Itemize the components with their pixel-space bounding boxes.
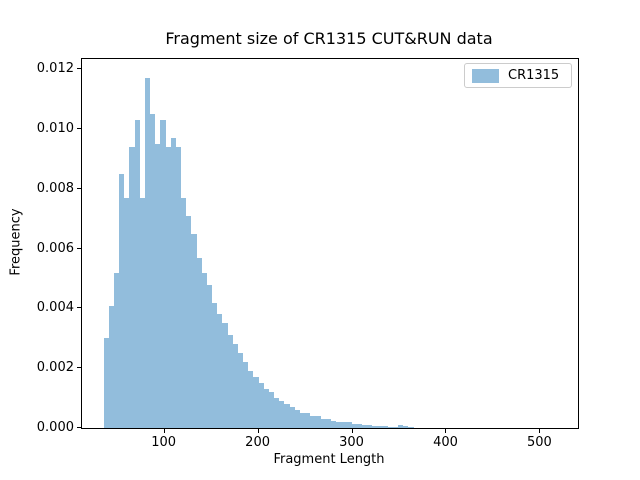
histogram-bar	[212, 302, 218, 428]
y-tick-label: 0.002	[36, 360, 74, 376]
histogram-bar	[315, 416, 321, 428]
histogram-bar	[243, 362, 249, 428]
x-tick-mark	[539, 429, 541, 433]
x-tick-mark	[163, 429, 165, 433]
histogram-bar	[356, 424, 362, 428]
histogram-bar	[181, 197, 187, 428]
histogram-bar	[382, 426, 388, 428]
histogram-bar	[129, 147, 135, 428]
histogram-bar	[175, 147, 182, 428]
histogram-bar	[274, 398, 280, 428]
y-tick-label: 0.010	[36, 121, 74, 137]
histogram-bar	[367, 425, 373, 428]
histogram-bar	[253, 377, 259, 428]
histogram-bar	[196, 257, 202, 428]
y-tick-label: 0.000	[36, 420, 74, 435]
legend-swatch	[472, 68, 499, 83]
y-tick-label: 0.012	[36, 61, 74, 77]
histogram-bar	[150, 114, 156, 428]
histogram-bar	[134, 120, 140, 428]
y-tick-mark	[77, 367, 81, 369]
x-tick-mark	[445, 429, 447, 433]
histogram-bar	[217, 314, 223, 428]
y-tick-mark	[77, 68, 81, 70]
histogram-bar	[361, 425, 368, 428]
histogram-bar	[124, 197, 130, 428]
histogram-bar	[392, 426, 399, 428]
histogram-bar	[222, 323, 228, 428]
histogram-bar	[268, 392, 275, 428]
y-tick-mark	[77, 427, 81, 428]
histogram-bar	[341, 422, 347, 428]
histogram-bar	[119, 174, 125, 428]
y-axis-label: Frequency	[8, 208, 24, 276]
histogram-bar	[160, 120, 166, 428]
histogram-bar	[294, 410, 300, 428]
histogram-bar	[191, 233, 197, 428]
histogram-bar	[237, 353, 244, 428]
histogram-bar	[170, 138, 176, 428]
histogram-bar	[310, 416, 316, 428]
x-tick-mark	[351, 429, 353, 433]
histogram-bar	[330, 420, 337, 428]
histogram-bar	[299, 413, 306, 428]
legend: CR1315	[464, 63, 572, 88]
histogram-bar	[403, 426, 409, 428]
histogram-bar	[305, 413, 311, 428]
x-tick-label: 300	[339, 435, 364, 450]
y-tick-mark	[77, 187, 81, 189]
y-tick-label: 0.006	[36, 240, 74, 256]
histogram-bars	[82, 59, 578, 428]
histogram-bar	[144, 78, 151, 428]
histogram-bar	[186, 215, 192, 428]
histogram-bar	[201, 272, 207, 428]
histogram-bar	[398, 425, 404, 428]
histogram-bar	[279, 401, 285, 428]
x-tick-label: 100	[151, 435, 177, 450]
x-tick-label: 200	[245, 435, 270, 450]
histogram-bar	[139, 197, 145, 428]
y-tick-mark	[77, 307, 81, 309]
x-tick-label: 400	[433, 435, 458, 450]
histogram-bar	[351, 423, 357, 428]
plot-area	[81, 58, 579, 429]
histogram-bar	[165, 147, 171, 428]
x-axis-label: Fragment Length	[273, 452, 385, 467]
histogram-bar	[289, 407, 295, 428]
histogram-bar	[103, 338, 109, 428]
histogram-bar	[372, 425, 378, 428]
histogram-bar	[408, 427, 414, 428]
histogram-bar	[232, 344, 238, 428]
histogram-bar	[336, 422, 342, 428]
chart-title: Fragment size of CR1315 CUT&RUN data	[165, 29, 493, 48]
histogram-bar	[108, 305, 114, 428]
histogram-bar	[113, 272, 120, 428]
histogram-bar	[320, 419, 326, 428]
x-tick-mark	[257, 429, 259, 433]
histogram-bar	[227, 335, 233, 428]
histogram-bar	[346, 422, 352, 428]
histogram-bar	[263, 389, 269, 428]
histogram-bar	[155, 144, 161, 428]
x-tick-label: 500	[527, 435, 552, 450]
histogram-bar	[325, 419, 331, 428]
histogram-bar	[248, 371, 254, 428]
histogram-bar	[258, 383, 264, 428]
histogram-bar	[387, 426, 393, 428]
legend-label: CR1315	[508, 68, 560, 83]
y-tick-label: 0.008	[36, 180, 74, 196]
y-tick-mark	[77, 247, 81, 249]
histogram-bar	[377, 425, 383, 428]
histogram-bar	[206, 284, 213, 428]
histogram-bar	[284, 404, 290, 428]
y-tick-mark	[77, 128, 81, 130]
y-tick-label: 0.004	[36, 300, 74, 316]
